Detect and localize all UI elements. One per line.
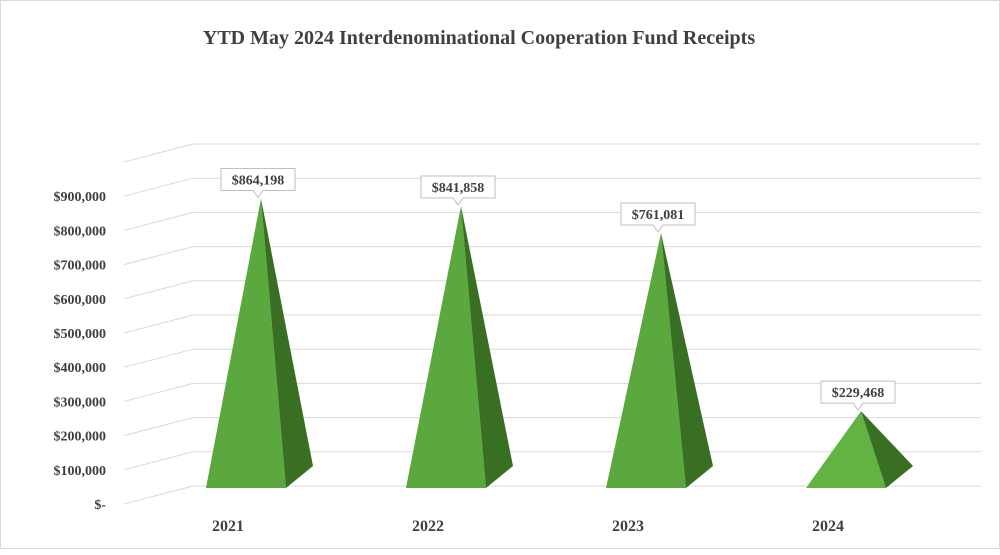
gridline — [123, 280, 981, 300]
gridline — [123, 485, 981, 505]
gridline — [123, 177, 981, 197]
y-tick-label: $100,000 — [54, 464, 107, 479]
y-tick-label: $300,000 — [54, 395, 107, 410]
data-label: $841,858 — [432, 181, 485, 196]
y-tick-label: $800,000 — [54, 224, 107, 239]
data-label-box — [820, 380, 896, 411]
data-label-box — [420, 175, 496, 206]
gridline — [123, 314, 981, 334]
gridline — [123, 382, 981, 402]
x-tick-label: 2022 — [412, 518, 444, 535]
pyramid-front-face — [406, 205, 486, 488]
gridlines — [123, 143, 981, 505]
data-label: $864,198 — [232, 173, 285, 188]
y-axis-labels: $- $100,000 $200,000 $300,000 $400,000 $500,0… — [54, 190, 107, 513]
data-label-box — [220, 167, 296, 199]
data-label-box — [620, 202, 696, 233]
x-axis-labels: 2021 2022 2023 2024 — [212, 518, 844, 535]
pyramid-side-face — [661, 233, 713, 488]
pyramid-side-face — [261, 198, 313, 489]
y-tick-label: $900,000 — [54, 190, 107, 205]
y-tick-label: $400,000 — [54, 361, 107, 376]
gridline — [123, 143, 981, 163]
pyramid-front-face — [806, 411, 886, 488]
x-tick-label: 2023 — [612, 518, 644, 535]
x-tick-label: 2024 — [812, 518, 844, 535]
pyramid-front-face — [606, 233, 686, 488]
data-labels: $864,198 $841,858 $761,081 $229,468 — [220, 167, 896, 411]
gridline — [123, 246, 981, 266]
x-tick-label: 2021 — [212, 518, 244, 535]
gridline — [123, 348, 981, 368]
data-label: $761,081 — [632, 208, 685, 223]
gridline — [123, 451, 981, 471]
pyramids — [206, 198, 913, 489]
gridline — [123, 417, 981, 437]
y-tick-label: $700,000 — [54, 259, 107, 274]
pyramid-side-face — [861, 411, 913, 488]
y-tick-label: $600,000 — [54, 293, 107, 308]
y-tick-label: $500,000 — [54, 327, 107, 342]
y-tick-label: $- — [94, 498, 106, 513]
pyramid-side-face — [461, 205, 513, 488]
chart-title: YTD May 2024 Interdenominational Coopera… — [203, 27, 755, 49]
gridline — [123, 211, 981, 231]
data-label: $229,468 — [832, 386, 885, 401]
pyramid-front-face — [206, 198, 286, 489]
y-tick-label: $200,000 — [54, 430, 107, 445]
